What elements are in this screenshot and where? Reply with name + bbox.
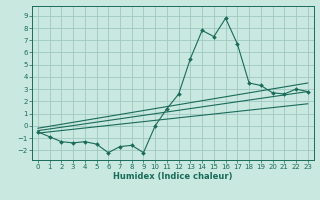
X-axis label: Humidex (Indice chaleur): Humidex (Indice chaleur)	[113, 172, 233, 181]
